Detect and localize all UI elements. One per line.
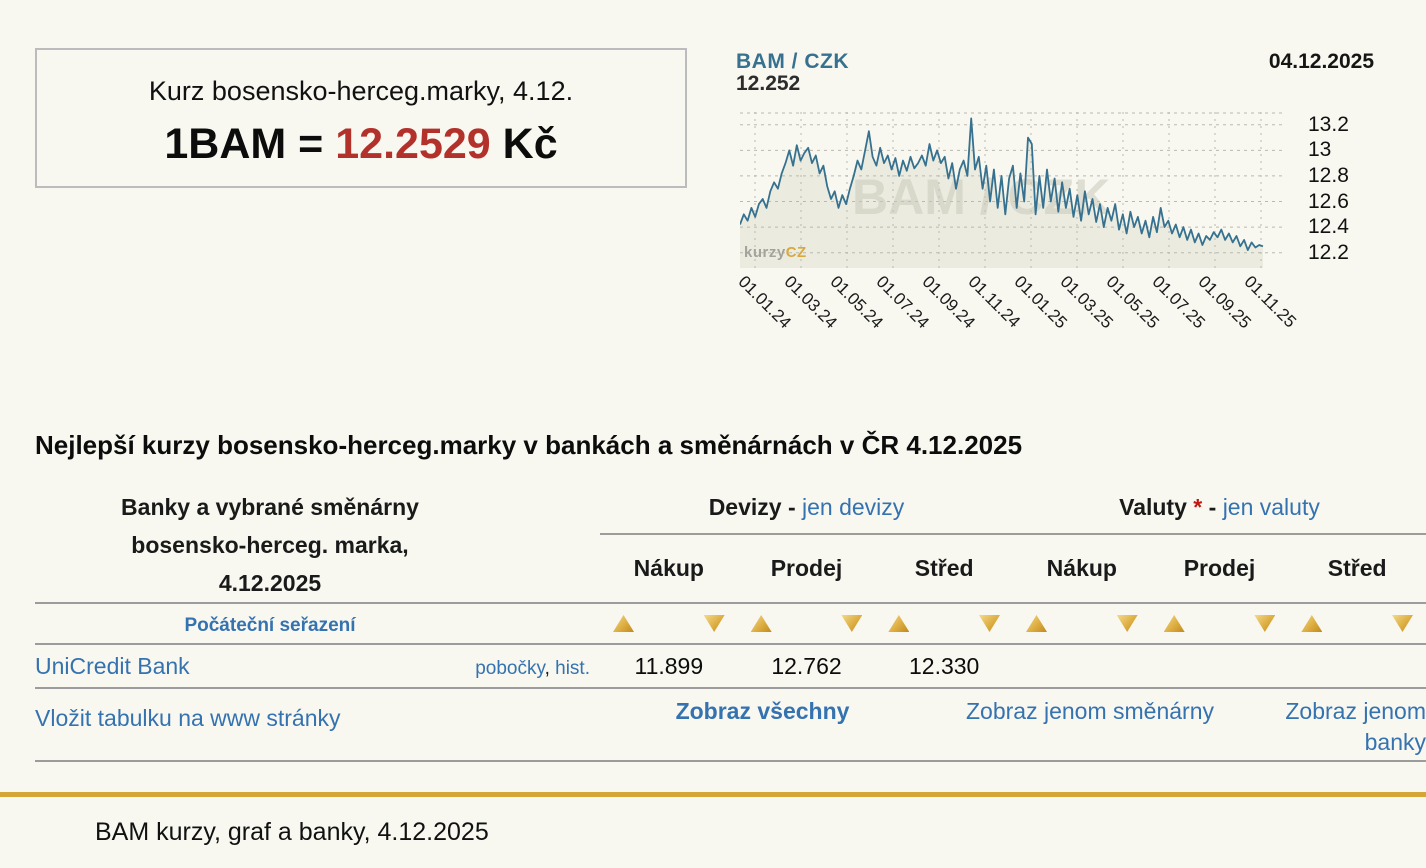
- rate-prefix: 1BAM =: [164, 120, 336, 168]
- default-sort-link[interactable]: Počáteční seřazení: [184, 615, 356, 636]
- sort-asc-icon[interactable]: [1163, 615, 1185, 632]
- rate-box-title: Kurz bosensko-herceg.marky, 4.12.: [148, 76, 574, 106]
- chart-plot-area: BAM / CZK: [740, 112, 1285, 268]
- sort-asc-icon[interactable]: [750, 615, 772, 632]
- table-footer-row: Vložit tabulku na www stránky Zobraz vše…: [35, 689, 1426, 762]
- rate-group-headers: Devizy - jen devizy Valuty * - jen valut…: [600, 482, 1426, 602]
- col-header-valuty-stred: Střed: [1327, 554, 1387, 581]
- value-devizy-prodej: 12.762: [771, 652, 842, 679]
- valuty-group-header: Valuty * - jen valuty: [1119, 494, 1320, 520]
- sort-desc-icon[interactable]: [1254, 615, 1276, 632]
- kurzycz-watermark: kurzyCZ: [744, 244, 807, 261]
- bank-values: 11.899 12.762 12.330: [600, 653, 1426, 680]
- embed-cell: Vložit tabulku na www stránky: [35, 689, 600, 760]
- table-row: UniCredit Bank pobočky, hist. 11.899 12.…: [35, 645, 1426, 689]
- value-valuty-nakup: [1013, 653, 1151, 680]
- show-banks-link[interactable]: Zobraz jenom banky: [1285, 698, 1426, 755]
- chart-current-value: 12.252: [736, 72, 801, 95]
- chart-date: 04.12.2025: [1268, 50, 1374, 73]
- sort-cell-devizy-stred: [875, 604, 1013, 643]
- col-header-devizy-prodej: Prodej: [770, 554, 843, 581]
- gold-divider: [0, 792, 1426, 797]
- col-header-valuty-nakup: Nákup: [1046, 554, 1117, 581]
- y-tick-label: 12.2: [1308, 240, 1349, 264]
- col-header-valuty-prodej: Prodej: [1183, 554, 1256, 581]
- y-tick-label: 12.4: [1308, 215, 1349, 239]
- sort-cell-valuty-stred: [1288, 604, 1426, 643]
- sort-cell-valuty-nakup: [1013, 604, 1151, 643]
- rate-box: Kurz bosensko-herceg.marky, 4.12. 1BAM =…: [35, 48, 687, 188]
- jen-devizy-link[interactable]: jen devizy: [802, 494, 905, 520]
- banks-column-header: Banky a vybrané směnárny bosensko-herceg…: [121, 494, 419, 596]
- sort-desc-icon[interactable]: [1116, 615, 1138, 632]
- y-tick-label: 13: [1308, 138, 1332, 162]
- embed-table-link[interactable]: Vložit tabulku na www stránky: [35, 705, 341, 731]
- value-valuty-stred: [1288, 653, 1426, 680]
- table-header: Banky a vybrané směnárny bosensko-herceg…: [35, 482, 1426, 604]
- sort-cell-valuty-prodej: [1151, 604, 1289, 643]
- default-sort: Počáteční seřazení: [35, 610, 600, 637]
- y-tick-label: 12.6: [1308, 189, 1349, 213]
- show-all-link[interactable]: Zobraz všechny: [675, 698, 850, 724]
- col-header-devizy-nakup: Nákup: [633, 554, 704, 581]
- sort-asc-icon[interactable]: [1301, 615, 1323, 632]
- chart-pair-title: BAM / CZK: [736, 50, 849, 73]
- sort-controls: [600, 604, 1426, 643]
- value-devizy-nakup: 11.899: [634, 652, 704, 679]
- show-exchanges-link[interactable]: Zobraz jenom směnárny: [966, 698, 1214, 724]
- sort-desc-icon[interactable]: [841, 615, 863, 632]
- sort-cell-devizy-prodej: [738, 604, 876, 643]
- show-filter-links: Zobraz všechny Zobraz jenom směnárny Zob…: [600, 689, 1426, 760]
- sort-desc-icon[interactable]: [1392, 615, 1413, 632]
- rate-suffix: Kč: [490, 120, 558, 168]
- valuty-asterisk: *: [1193, 494, 1203, 520]
- sort-row: Počáteční seřazení: [35, 604, 1426, 645]
- rate-value: 12.2529: [335, 120, 491, 168]
- sort-asc-icon[interactable]: [888, 615, 910, 632]
- bank-cell: UniCredit Bank pobočky, hist.: [35, 653, 600, 680]
- sort-desc-icon[interactable]: [979, 615, 1000, 632]
- jen-valuty-link[interactable]: jen valuty: [1222, 494, 1320, 520]
- rates-table: Banky a vybrané směnárny bosensko-herceg…: [35, 482, 1426, 762]
- sort-cell-devizy-nakup: [600, 604, 738, 643]
- column-headers-row: Nákup Prodej Střed Nákup Prodej Střed: [600, 535, 1426, 601]
- pobocky-link[interactable]: pobočky: [475, 657, 545, 679]
- sort-asc-icon[interactable]: [613, 615, 634, 632]
- value-devizy-stred: 12.330: [908, 652, 980, 679]
- bank-sublinks: pobočky, hist.: [475, 657, 590, 679]
- value-valuty-prodej: [1151, 653, 1289, 680]
- sort-desc-icon[interactable]: [703, 615, 725, 632]
- col-header-devizy-stred: Střed: [914, 554, 974, 581]
- devizy-group-header: Devizy - jen devizy: [708, 494, 905, 520]
- footer-breadcrumb: BAM kurzy, graf a banky, 4.12.2025: [95, 818, 489, 846]
- bank-name-link[interactable]: UniCredit Bank: [35, 652, 190, 679]
- group-row: Devizy - jen devizy Valuty * - jen valut…: [600, 482, 1426, 535]
- page-title: Nejlepší kurzy bosensko-herceg.marky v b…: [35, 430, 1023, 460]
- sort-asc-icon[interactable]: [1026, 615, 1047, 632]
- y-tick-label: 13.2: [1308, 112, 1349, 136]
- hist-link[interactable]: hist.: [555, 657, 590, 679]
- rate-line: 1BAM = 12.2529 Kč: [37, 120, 685, 169]
- y-tick-label: 12.8: [1308, 163, 1349, 187]
- exchange-rate-chart: BAM / CZK 12.252 04.12.2025 BAM / CZK 13…: [735, 46, 1426, 376]
